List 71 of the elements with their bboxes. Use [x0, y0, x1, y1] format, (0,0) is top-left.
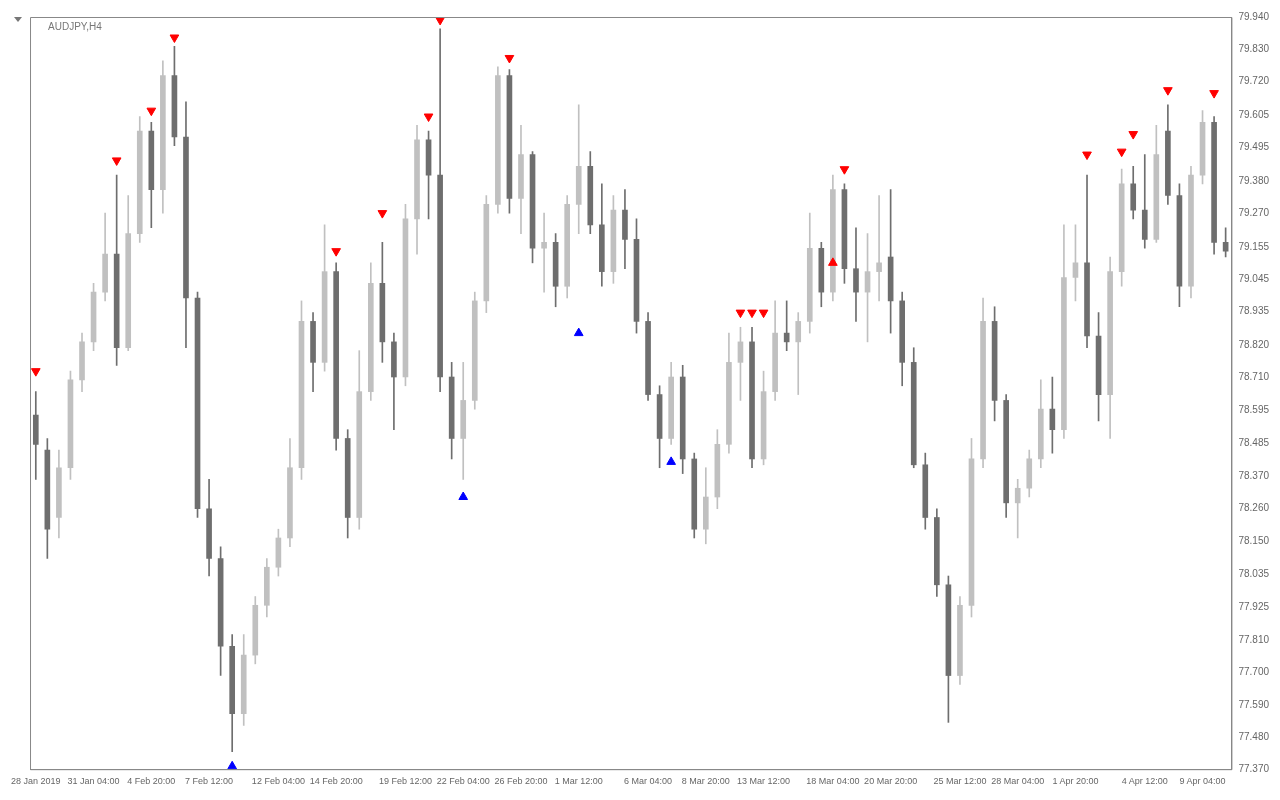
x-tick-label: 26 Feb 20:00: [494, 776, 548, 787]
y-tick-label: 79.940: [1238, 10, 1270, 22]
point: [504, 54, 515, 64]
x-tick-label: 6 Mar 04:00: [624, 776, 673, 787]
x-tick-label: 8 Mar 20:00: [681, 776, 730, 787]
candlestick: [876, 195, 882, 302]
x-tick-label: 4 Apr 12:00: [1121, 776, 1168, 787]
y-tick-label: 79.380: [1238, 174, 1270, 186]
point: [747, 309, 757, 319]
x-tick-label: 12 Feb 04:00: [251, 776, 305, 787]
y-tick-label: 79.270: [1238, 206, 1270, 218]
x-tick-label: 1 Mar 12:00: [554, 776, 603, 787]
x-tick-label: 13 Mar 12:00: [737, 776, 791, 787]
x-tick-label: 28 Jan 2019: [11, 776, 61, 787]
candlestick: [853, 227, 859, 322]
x-tick-label: 28 Mar 04:00: [991, 776, 1045, 787]
y-tick-label: 78.260: [1238, 502, 1270, 514]
y-tick-label: 78.150: [1238, 534, 1270, 546]
x-tick-label: 14 Feb 20:00: [309, 776, 363, 787]
y-tick-label: 79.720: [1238, 75, 1270, 87]
y-tick-label: 79.495: [1238, 140, 1270, 152]
chart-title: AUDJPY,H4: [48, 20, 103, 32]
y-tick-label: 77.480: [1238, 730, 1270, 742]
candlestick: [1014, 479, 1021, 539]
point: [227, 760, 238, 770]
x-tick-label: 9 Apr 04:00: [1179, 776, 1226, 787]
point: [839, 166, 850, 175]
candlestick: [795, 312, 802, 395]
point: [758, 309, 769, 319]
x-tick-label: 4 Feb 20:00: [127, 776, 176, 787]
x-tick-label: 19 Feb 12:00: [378, 776, 432, 787]
x-tick-label: 31 Jan 04:00: [67, 776, 120, 787]
x-tick-label: 25 Mar 12:00: [933, 776, 987, 787]
x-tick-label: 1 Apr 20:00: [1052, 776, 1099, 787]
point: [735, 309, 746, 319]
y-tick-label: 79.830: [1238, 42, 1270, 54]
y-tick-label: 78.370: [1238, 470, 1270, 482]
x-tick-label: 20 Mar 20:00: [864, 776, 918, 787]
point: [423, 113, 434, 123]
point: [331, 248, 341, 257]
point: [146, 107, 157, 117]
x-tick-label: 22 Feb 04:00: [436, 776, 490, 787]
y-tick-label: 78.035: [1238, 568, 1270, 580]
point: [1163, 87, 1173, 96]
y-tick-label: 77.700: [1238, 666, 1270, 678]
point: [1128, 131, 1139, 140]
point: [1116, 148, 1127, 158]
point: [666, 456, 676, 465]
y-tick-label: 78.820: [1238, 338, 1270, 350]
candlestick: [541, 212, 547, 293]
y-tick-label: 77.810: [1238, 634, 1270, 646]
y-tick-label: 79.155: [1238, 240, 1270, 252]
y-tick-label: 77.590: [1238, 698, 1270, 710]
point: [458, 491, 469, 500]
y-tick-label: 78.935: [1238, 304, 1270, 316]
y-tick-label: 77.925: [1238, 600, 1270, 612]
y-tick-label: 79.045: [1238, 272, 1270, 284]
y-tick-label: 78.710: [1238, 370, 1270, 382]
point: [1082, 151, 1092, 161]
y-tick-label: 79.605: [1238, 108, 1270, 120]
x-tick-label: 18 Mar 04:00: [806, 776, 860, 787]
point: [169, 34, 180, 43]
y-tick-label: 78.595: [1238, 404, 1270, 416]
point: [1209, 90, 1219, 99]
x-tick-label: 7 Feb 12:00: [185, 776, 234, 787]
y-tick-label: 77.370: [1238, 762, 1270, 774]
point: [111, 157, 122, 166]
point: [377, 210, 388, 219]
y-tick-label: 78.485: [1238, 436, 1270, 448]
point: [573, 327, 584, 337]
point: [30, 368, 41, 377]
